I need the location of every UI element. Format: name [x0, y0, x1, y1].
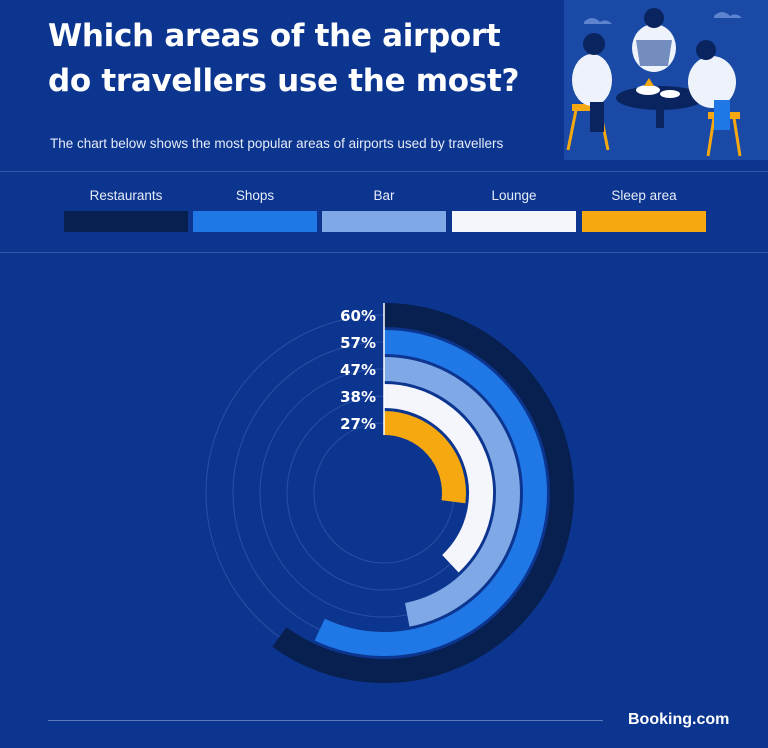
legend-swatch-lounge — [452, 211, 576, 232]
bar-arc-restaurants — [272, 303, 574, 683]
legend-label-sleep-area: Sleep area — [611, 188, 677, 203]
chart-subtitle: The chart below shows the most popular a… — [50, 136, 504, 151]
bar-arc-lounge — [383, 384, 493, 573]
legend-item-bar: Bar — [322, 188, 446, 232]
page-title: Which areas of the airport do travellers… — [48, 14, 548, 104]
legend-label-shops: Shops — [235, 188, 275, 203]
bar-arc-sleep-area — [383, 411, 466, 504]
title-line-2: do travellers use the most? — [48, 63, 520, 99]
bar-arc-shops — [314, 330, 547, 656]
value-label-restaurants: 60% — [340, 307, 376, 325]
legend-swatch-bar — [322, 211, 446, 232]
legend-item-sleep-area: Sleep area — [582, 188, 706, 232]
legend-label-lounge: Lounge — [491, 188, 537, 203]
legend-swatch-sleep-area — [582, 211, 706, 232]
legend-item-lounge: Lounge — [452, 188, 576, 232]
legend-swatch-shops — [193, 211, 317, 232]
legend-item-shops: Shops — [193, 188, 317, 232]
value-label-sleep-area: 27% — [340, 415, 376, 433]
legend-label-restaurants: Restaurants — [89, 188, 163, 203]
value-label-shops: 57% — [340, 334, 376, 352]
legend-label-bar: Bar — [373, 188, 395, 203]
brand-logo-text: Booking.com — [628, 711, 730, 728]
bar-arc-bar — [383, 357, 520, 627]
travellers-dining-illustration — [564, 0, 768, 160]
value-label-lounge: 38% — [340, 388, 376, 406]
legend-band: Restaurants Shops Bar Lounge Sleep area — [0, 171, 768, 253]
footer-divider — [48, 720, 603, 721]
radial-bar-chart: 60% 57% 47% 38% 27% — [205, 303, 574, 683]
legend-item-restaurants: Restaurants — [64, 188, 188, 232]
legend-swatch-restaurants — [64, 211, 188, 232]
title-line-1: Which areas of the airport — [48, 18, 501, 54]
value-label-bar: 47% — [340, 361, 376, 379]
